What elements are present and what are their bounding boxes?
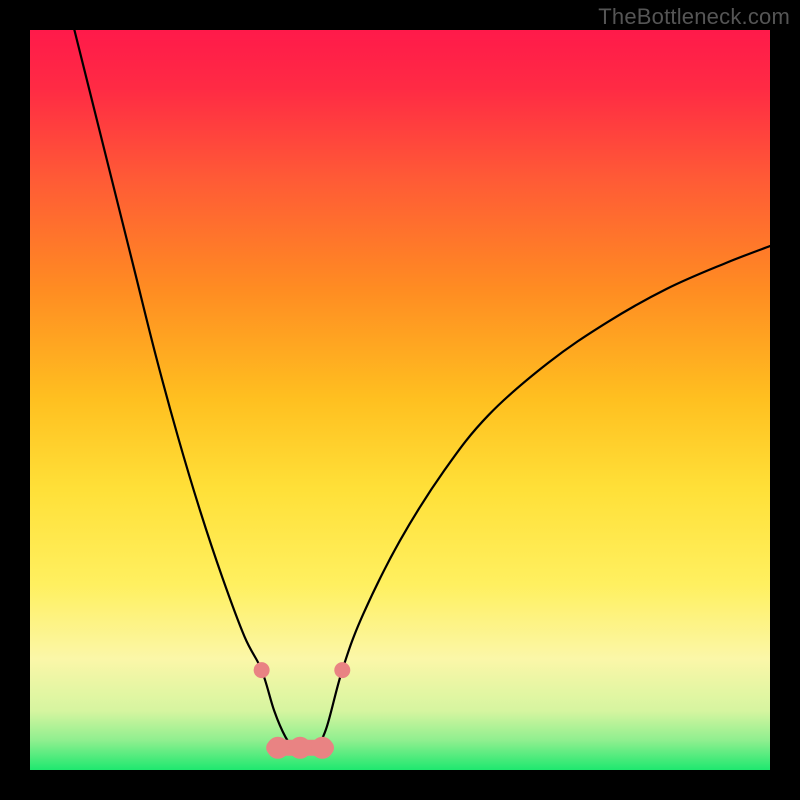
bottleneck-chart (0, 0, 800, 800)
marker-band-dot (289, 737, 311, 759)
marker-endpoint-0 (254, 662, 270, 678)
gradient-background (30, 30, 770, 770)
watermark-text: TheBottleneck.com (598, 4, 790, 30)
marker-endpoint-1 (334, 662, 350, 678)
chart-root: TheBottleneck.com (0, 0, 800, 800)
marker-band-dot (267, 737, 289, 759)
marker-band-dot (311, 737, 333, 759)
